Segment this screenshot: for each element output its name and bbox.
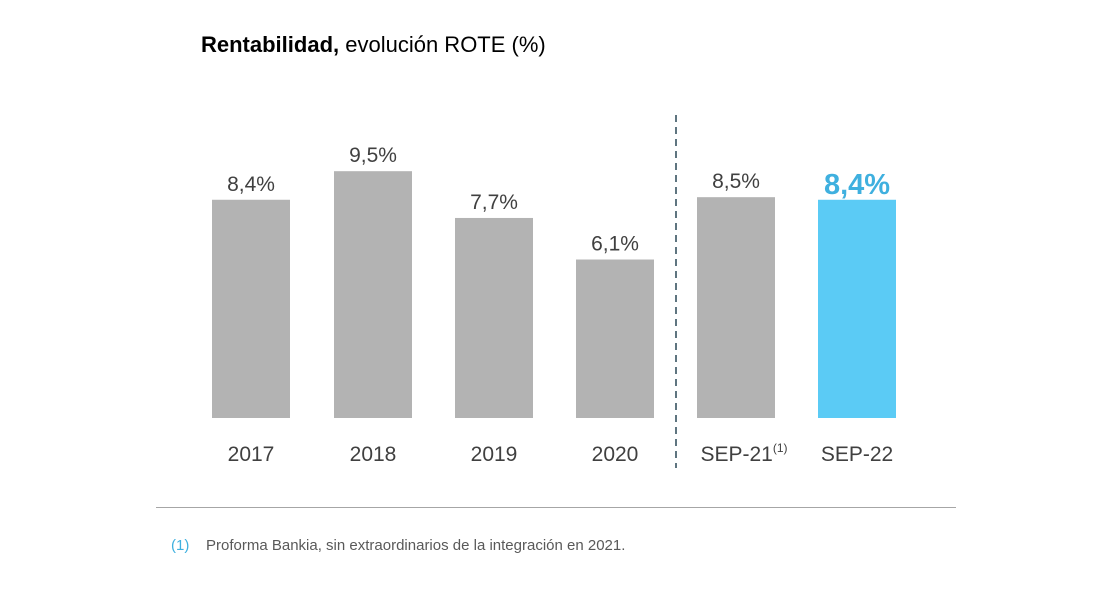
footnote-text: Proforma Bankia, sin extraordinarios de … bbox=[206, 537, 626, 554]
x-tick-label-2020: 2020 bbox=[592, 443, 639, 466]
bar-sep-22 bbox=[818, 199, 896, 418]
x-tick-label-sep-21: SEP-21(1) bbox=[700, 441, 787, 466]
footnote: (1) Proforma Bankia, sin extraordinarios … bbox=[171, 537, 625, 554]
footnote-marker: (1) bbox=[171, 537, 190, 554]
x-tick-label-2018: 2018 bbox=[350, 443, 397, 466]
bar-2017 bbox=[212, 199, 290, 418]
data-label-sep-21: 8,5% bbox=[712, 170, 760, 193]
chart-title: Rentabilidad, evolución ROTE (%) bbox=[201, 32, 546, 58]
footnote-divider bbox=[156, 507, 956, 508]
x-tick-label-sep-22: SEP-22 bbox=[821, 443, 893, 466]
x-tick-label-2017: 2017 bbox=[228, 443, 275, 466]
data-label-2019: 7,7% bbox=[470, 191, 518, 214]
chart-title-bold: Rentabilidad, bbox=[201, 32, 340, 57]
data-label-sep-22: 8,4% bbox=[824, 169, 890, 201]
x-tick-label-2019: 2019 bbox=[471, 443, 518, 466]
data-label-2018: 9,5% bbox=[349, 144, 397, 167]
bar-2018 bbox=[334, 171, 412, 418]
x-tick-superscript: (1) bbox=[773, 441, 788, 455]
data-label-2020: 6,1% bbox=[591, 233, 639, 256]
chart-title-rest: evolución ROTE (%) bbox=[339, 32, 546, 57]
bar-sep-21 bbox=[697, 197, 775, 418]
data-label-2017: 8,4% bbox=[227, 173, 275, 196]
bar-2020 bbox=[576, 259, 654, 418]
bar-2019 bbox=[455, 217, 533, 418]
